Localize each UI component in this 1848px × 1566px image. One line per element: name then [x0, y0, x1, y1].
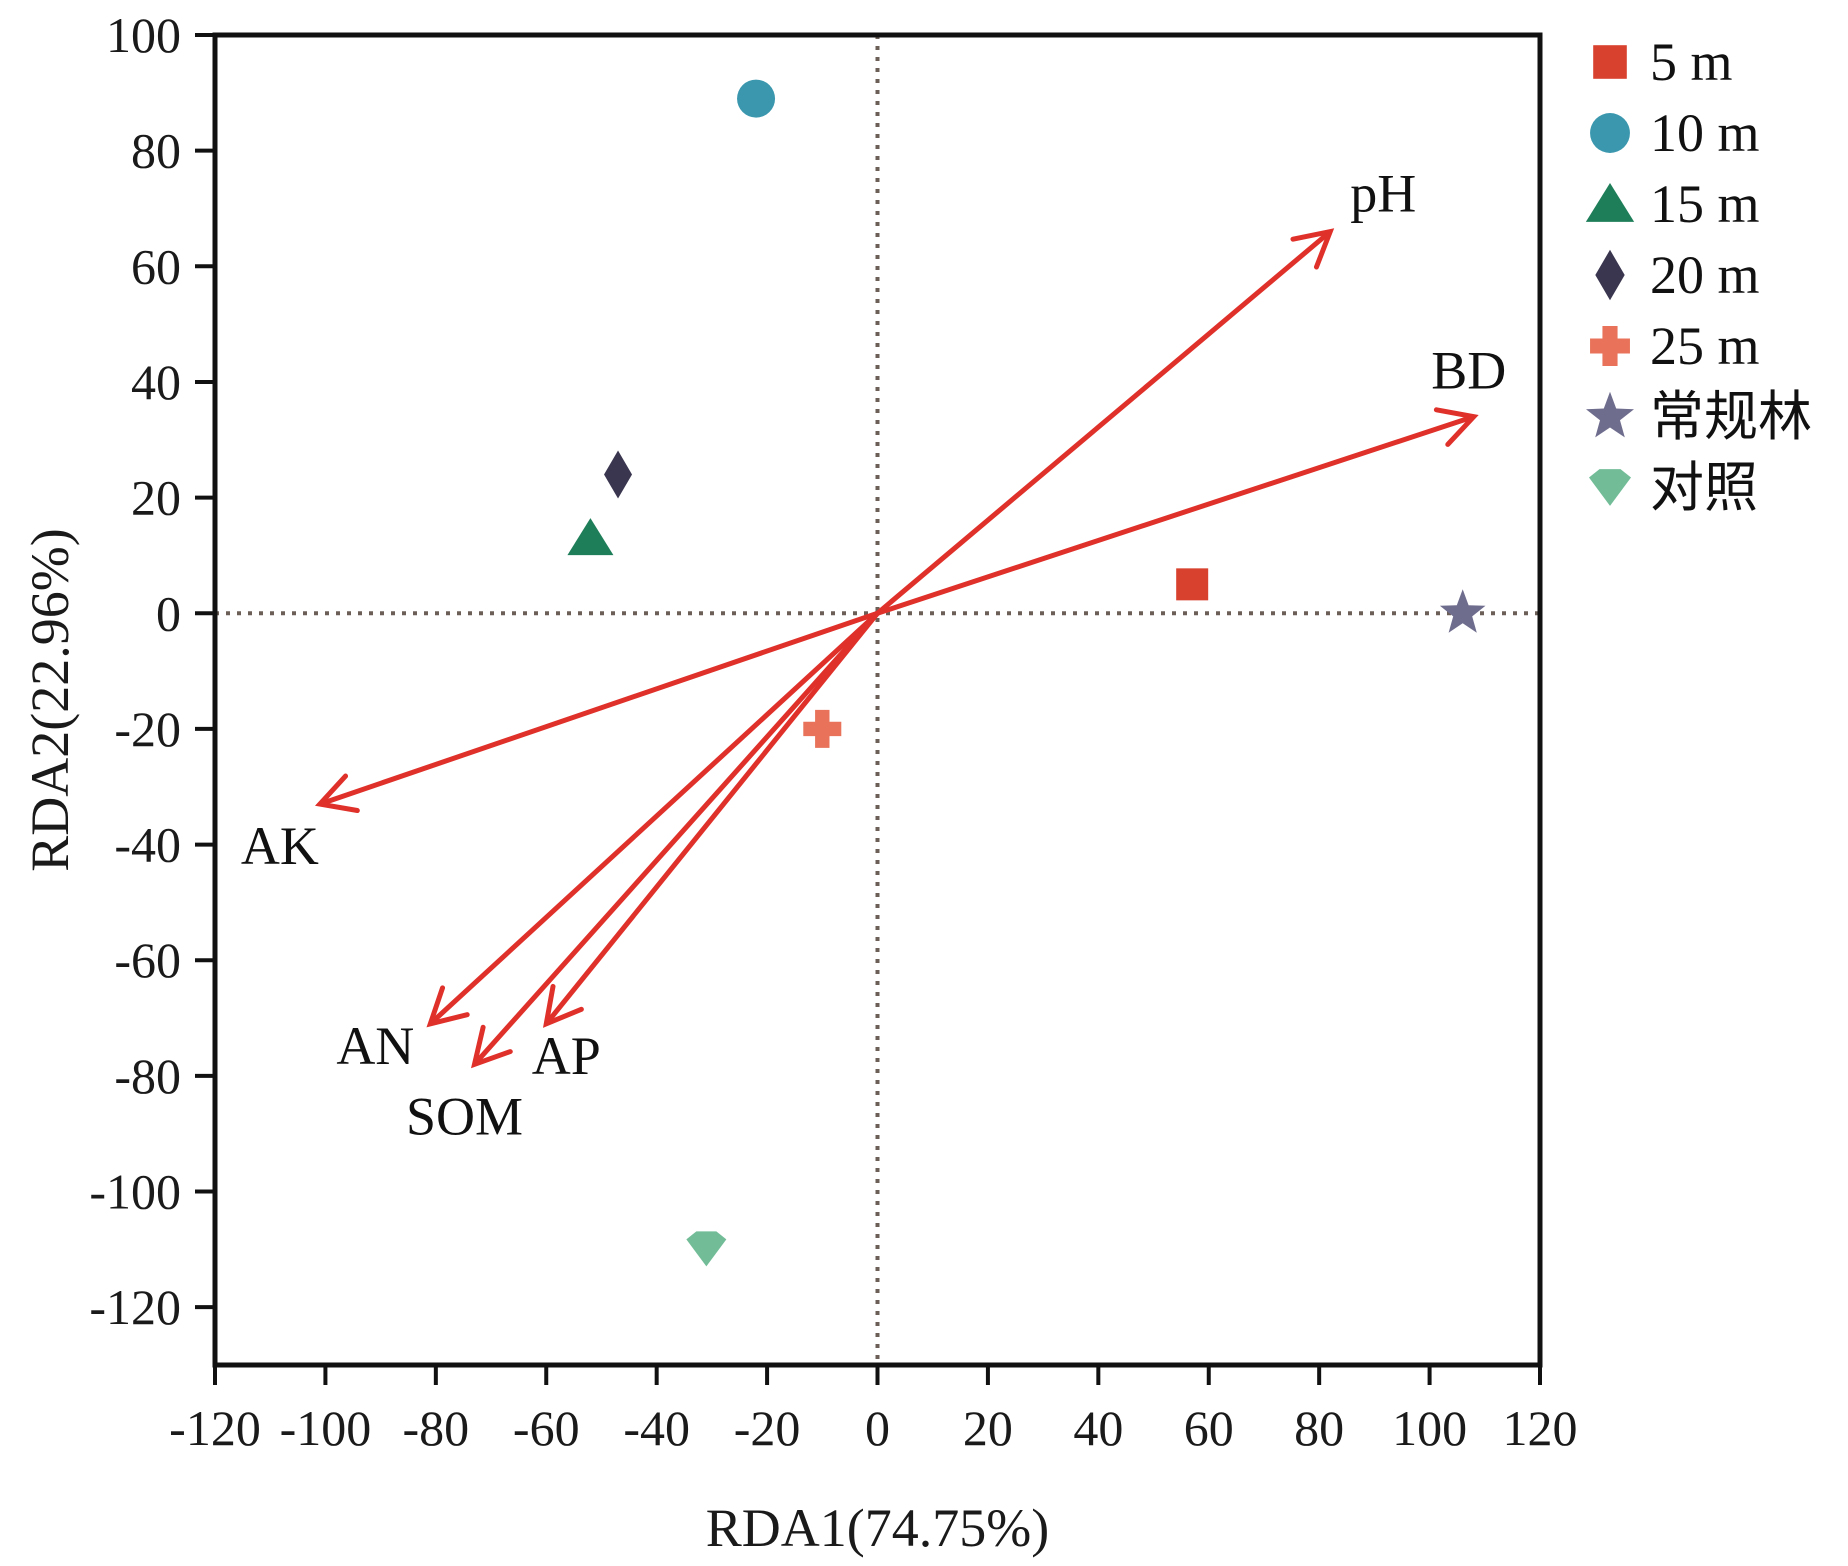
arrowhead-ak	[314, 773, 360, 814]
x-axis-title: RDA1(74.75%)	[706, 1498, 1049, 1558]
arrowhead-ph	[1290, 228, 1335, 270]
y-tick-label: 40	[131, 354, 181, 410]
x-axis: -120 -100 -80 -60 -40 -20 0 20 40 60 80 100 120	[169, 1365, 1578, 1456]
x-tick-label: 80	[1294, 1400, 1344, 1456]
arrowhead-bd	[1433, 407, 1479, 447]
x-tick-label: -40	[623, 1400, 690, 1456]
y-axis: 100 80 60 40 20 0 -20 -40 -60 -80 -100 -120	[89, 7, 215, 1335]
y-tick-label: -80	[114, 1048, 181, 1104]
sample-points	[567, 79, 1486, 1267]
point-diamond	[604, 450, 633, 499]
y-tick-label: -100	[89, 1164, 181, 1220]
legend-marker-diamond	[1595, 249, 1625, 301]
x-tick-label: 40	[1073, 1400, 1123, 1456]
arrow-label: BD	[1431, 341, 1506, 401]
point-circle	[737, 79, 776, 118]
legend-label: 10 m	[1650, 103, 1760, 163]
legend-marker-circle	[1590, 113, 1630, 153]
legend-marker-star	[1586, 391, 1634, 438]
arrow-ak	[319, 610, 879, 807]
arrowhead-som	[471, 1024, 513, 1069]
x-tick-label: -100	[280, 1400, 372, 1456]
arrow-label: SOM	[406, 1086, 523, 1146]
arrow-ph	[875, 229, 1332, 616]
legend-label: 20 m	[1650, 245, 1760, 305]
x-tick-label: 120	[1503, 1400, 1578, 1456]
point-square	[1176, 568, 1209, 601]
arrow-label: AK	[241, 816, 319, 876]
x-tick-label: -120	[169, 1400, 261, 1456]
y-tick-label: 20	[131, 470, 181, 526]
arrow-label: pH	[1350, 164, 1416, 224]
y-tick-label: -40	[114, 817, 181, 873]
y-tick-label: -120	[89, 1279, 181, 1335]
point-star	[1439, 589, 1486, 633]
legend-marker-triangle	[1585, 183, 1635, 222]
arrow-som	[472, 611, 880, 1066]
legend-marker-pentagon	[1589, 469, 1631, 506]
legend-marker-square	[1593, 45, 1627, 79]
y-tick-label: -60	[114, 932, 181, 988]
arrow-ap	[544, 611, 880, 1026]
legend-marker-cross	[1590, 326, 1630, 366]
arrow-label: AN	[336, 1016, 414, 1076]
legend-label: 15 m	[1650, 174, 1760, 234]
x-tick-label: -60	[513, 1400, 580, 1456]
legend-label: 常规林	[1650, 387, 1812, 447]
x-tick-label: 20	[963, 1400, 1013, 1456]
y-tick-label: 0	[156, 585, 181, 641]
y-tick-label: -20	[114, 701, 181, 757]
arrowhead-ap	[542, 983, 584, 1028]
legend-label: 对照	[1650, 458, 1758, 518]
legend-label: 5 m	[1650, 32, 1733, 92]
arrowhead-an	[426, 985, 470, 1028]
arrow-bd	[876, 414, 1475, 616]
point-cross	[803, 709, 842, 748]
legend-label: 25 m	[1650, 316, 1760, 376]
x-tick-label: 100	[1392, 1400, 1467, 1456]
x-tick-label: 0	[865, 1400, 890, 1456]
point-triangle	[567, 518, 614, 556]
y-tick-label: 100	[106, 7, 181, 63]
arrow-label: AP	[532, 1026, 601, 1086]
x-tick-label: 60	[1184, 1400, 1234, 1456]
point-pentagon	[686, 1231, 727, 1267]
x-tick-label: -80	[403, 1400, 470, 1456]
x-tick-label: -20	[734, 1400, 801, 1456]
arrow-an	[428, 611, 880, 1026]
y-tick-label: 60	[131, 238, 181, 294]
y-axis-title: RDA2(22.96%)	[20, 528, 80, 871]
y-tick-label: 80	[131, 123, 181, 179]
